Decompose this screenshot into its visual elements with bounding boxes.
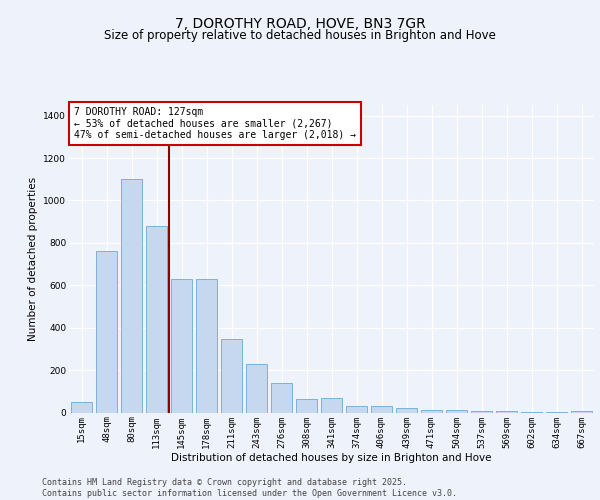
Bar	[446, 410, 467, 412]
Bar	[271, 383, 292, 412]
Text: Contains HM Land Registry data © Crown copyright and database right 2025.
Contai: Contains HM Land Registry data © Crown c…	[42, 478, 457, 498]
Bar	[321, 398, 342, 412]
Bar	[196, 279, 217, 412]
Bar	[396, 408, 417, 412]
Bar	[246, 364, 267, 412]
Bar	[221, 340, 242, 412]
Bar	[421, 410, 442, 412]
Bar	[71, 402, 92, 412]
Bar	[371, 406, 392, 412]
Text: 7 DOROTHY ROAD: 127sqm
← 53% of detached houses are smaller (2,267)
47% of semi-: 7 DOROTHY ROAD: 127sqm ← 53% of detached…	[74, 106, 356, 140]
X-axis label: Distribution of detached houses by size in Brighton and Hove: Distribution of detached houses by size …	[171, 453, 492, 463]
Bar	[296, 398, 317, 412]
Bar	[96, 252, 117, 412]
Bar	[146, 226, 167, 412]
Bar	[121, 179, 142, 412]
Bar	[346, 406, 367, 412]
Text: 7, DOROTHY ROAD, HOVE, BN3 7GR: 7, DOROTHY ROAD, HOVE, BN3 7GR	[175, 18, 425, 32]
Y-axis label: Number of detached properties: Number of detached properties	[28, 176, 38, 341]
Bar	[171, 279, 192, 412]
Bar	[571, 411, 592, 412]
Text: Size of property relative to detached houses in Brighton and Hove: Size of property relative to detached ho…	[104, 29, 496, 42]
